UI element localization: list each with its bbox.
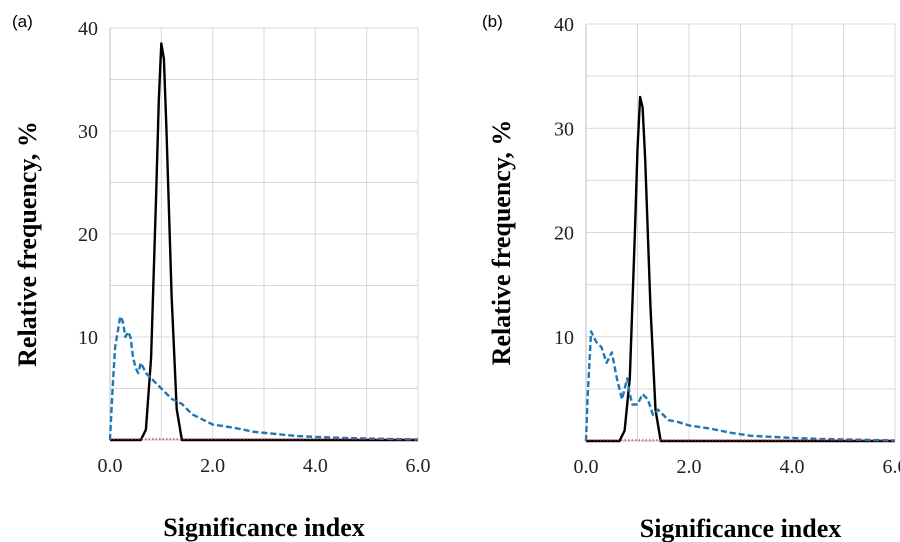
x-tick-label: 0.0 <box>98 455 123 477</box>
y-tick-label: 40 <box>78 18 98 40</box>
y-tick-label: 20 <box>78 224 98 246</box>
series-line-dashed <box>108 315 419 441</box>
y-tick-label: 10 <box>554 327 574 349</box>
panel-label: (a) <box>12 12 33 31</box>
x-axis-label: Significance index <box>640 514 842 542</box>
y-axis-label: Relative frequency, % <box>487 120 516 366</box>
x-tick-label: 2.0 <box>200 455 225 477</box>
y-tick-label: 10 <box>78 327 98 349</box>
x-tick-label: 2.0 <box>677 456 702 478</box>
series-line-dashed <box>584 330 896 442</box>
y-tick-label: 30 <box>554 118 574 140</box>
y-tick-label: 20 <box>554 223 574 245</box>
y-axis-label: Relative frequency, % <box>13 121 42 367</box>
gridlines <box>109 27 419 441</box>
x-tick-label: 6.0 <box>406 455 431 477</box>
x-tick-label: 0.0 <box>574 456 599 478</box>
x-tick-label: 4.0 <box>780 456 805 478</box>
series-line-solid <box>110 42 418 442</box>
x-axis-label: Significance index <box>163 513 365 542</box>
gridlines <box>585 23 896 442</box>
y-tick-label: 30 <box>78 121 98 143</box>
chart-panel-a: (a) Relative frequency, % Significance i… <box>12 12 431 542</box>
x-tick-label: 6.0 <box>883 456 900 478</box>
y-tick-label: 40 <box>554 14 574 36</box>
series-line-solid <box>586 95 895 443</box>
panel-label: (b) <box>482 12 503 31</box>
chart-panel-b: (b) Relative frequency, % Significance i… <box>482 12 900 542</box>
x-tick-label: 4.0 <box>303 455 328 477</box>
